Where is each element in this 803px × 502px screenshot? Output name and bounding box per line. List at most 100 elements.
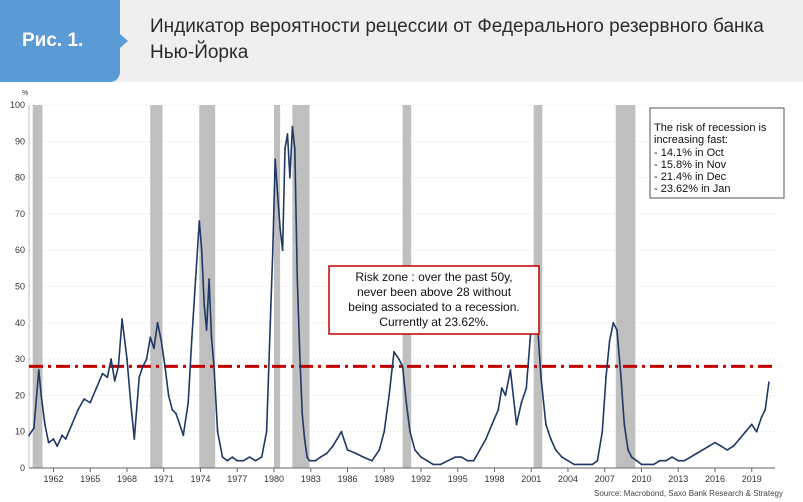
x-tick-label: 1977 bbox=[227, 474, 247, 484]
figure-title: Индикатор вероятности рецессии от Федера… bbox=[150, 16, 764, 63]
series-point bbox=[605, 376, 607, 379]
x-tick-label: 2004 bbox=[558, 474, 578, 484]
series-point bbox=[149, 336, 152, 339]
series-point bbox=[289, 176, 291, 179]
series-point bbox=[52, 438, 55, 440]
badge-arrow-icon bbox=[120, 34, 128, 48]
series-point bbox=[744, 430, 747, 433]
legend-line-4: - 15.8% in Nov bbox=[654, 159, 727, 171]
series-point bbox=[293, 147, 296, 150]
series-point bbox=[515, 423, 518, 426]
series-point bbox=[383, 430, 386, 433]
y-tick-label: 20 bbox=[15, 390, 25, 400]
series-point bbox=[683, 459, 686, 462]
series-point bbox=[432, 463, 435, 466]
series-point bbox=[47, 441, 50, 444]
series-point bbox=[286, 133, 289, 135]
series-point bbox=[689, 456, 692, 459]
y-tick-label: 100 bbox=[10, 100, 25, 110]
x-tick-label: 2001 bbox=[521, 474, 541, 484]
series-point bbox=[405, 401, 408, 404]
series-point bbox=[291, 125, 294, 128]
y-tick-label: 40 bbox=[15, 318, 25, 328]
series-point bbox=[738, 438, 741, 440]
series-point bbox=[306, 456, 308, 459]
series-point bbox=[138, 376, 141, 379]
series-point bbox=[331, 445, 334, 448]
annotation-line-4: Currently at 23.62%. bbox=[379, 315, 488, 329]
x-axis: 1962 1965 1968 1971 1974 1977 1980 1983 1986 1989… bbox=[29, 467, 775, 484]
y-tick-label: 60 bbox=[15, 245, 25, 255]
recession-band bbox=[292, 105, 310, 468]
series-point bbox=[630, 456, 633, 459]
series-point bbox=[378, 448, 381, 451]
recession-band bbox=[615, 105, 636, 468]
series-point bbox=[439, 463, 442, 466]
x-tick-label: 1980 bbox=[264, 474, 284, 484]
series-point bbox=[627, 448, 629, 451]
series-point bbox=[485, 438, 487, 440]
series-point bbox=[61, 434, 63, 437]
annotation-box-frame bbox=[328, 265, 540, 335]
legend-line-5: - 21.4% in Dec bbox=[654, 171, 727, 183]
series-point bbox=[37, 369, 40, 371]
series-point bbox=[231, 456, 234, 459]
series-point bbox=[677, 459, 680, 462]
series-point bbox=[646, 463, 649, 466]
x-tick-label: 1998 bbox=[484, 474, 504, 484]
recession-band bbox=[199, 105, 216, 468]
series-point bbox=[560, 456, 563, 459]
series-point bbox=[707, 445, 710, 448]
series-point bbox=[472, 459, 475, 462]
series-point bbox=[301, 412, 304, 415]
series-point bbox=[191, 336, 193, 339]
series-point bbox=[635, 459, 638, 462]
series-point bbox=[504, 394, 507, 397]
series-point bbox=[40, 394, 43, 397]
series-point bbox=[126, 358, 128, 360]
series-point bbox=[236, 459, 239, 462]
series-point bbox=[732, 445, 735, 448]
series-point bbox=[529, 340, 531, 342]
series-point bbox=[178, 423, 181, 426]
x-tick-label: 1992 bbox=[411, 474, 431, 484]
series-point bbox=[171, 409, 174, 411]
series-point bbox=[28, 434, 30, 437]
series-point bbox=[269, 321, 272, 324]
series-point bbox=[56, 445, 59, 448]
series-point bbox=[205, 329, 208, 331]
x-tick-label: 2007 bbox=[595, 474, 615, 484]
series-point bbox=[325, 452, 328, 455]
y-tick-label: 70 bbox=[15, 209, 25, 219]
y-tick-label: 50 bbox=[15, 282, 25, 292]
x-tick-label: 2010 bbox=[631, 474, 651, 484]
series-point bbox=[401, 365, 404, 368]
series-point bbox=[226, 459, 229, 462]
series-point bbox=[308, 459, 311, 462]
y-tick-label: 10 bbox=[15, 427, 25, 437]
series-point bbox=[44, 423, 46, 426]
series-point bbox=[279, 227, 282, 230]
series-point bbox=[767, 381, 770, 384]
series-point bbox=[106, 376, 109, 379]
x-tick-label: 1971 bbox=[154, 474, 174, 484]
source-note: Source: Macrobond, Saxo Bank Research & … bbox=[594, 489, 783, 498]
series-point bbox=[545, 423, 547, 426]
series-point bbox=[203, 303, 206, 306]
recession-bands bbox=[32, 105, 636, 468]
recession-band bbox=[273, 105, 281, 468]
series-point bbox=[70, 423, 73, 426]
series-point bbox=[409, 430, 411, 433]
series-point bbox=[296, 278, 299, 281]
y-unit-label: % bbox=[22, 90, 28, 97]
series-point bbox=[89, 401, 92, 404]
figure-header: Рис. 1. Индикатор вероятности рецессии о… bbox=[0, 0, 803, 82]
series-point bbox=[549, 438, 552, 440]
x-tick-label: 2016 bbox=[705, 474, 725, 484]
series-point bbox=[156, 321, 159, 324]
series-point bbox=[95, 387, 98, 390]
series-point bbox=[755, 430, 758, 433]
series-point bbox=[393, 350, 395, 353]
x-tick-label: 2019 bbox=[742, 474, 762, 484]
series-point bbox=[145, 358, 148, 360]
